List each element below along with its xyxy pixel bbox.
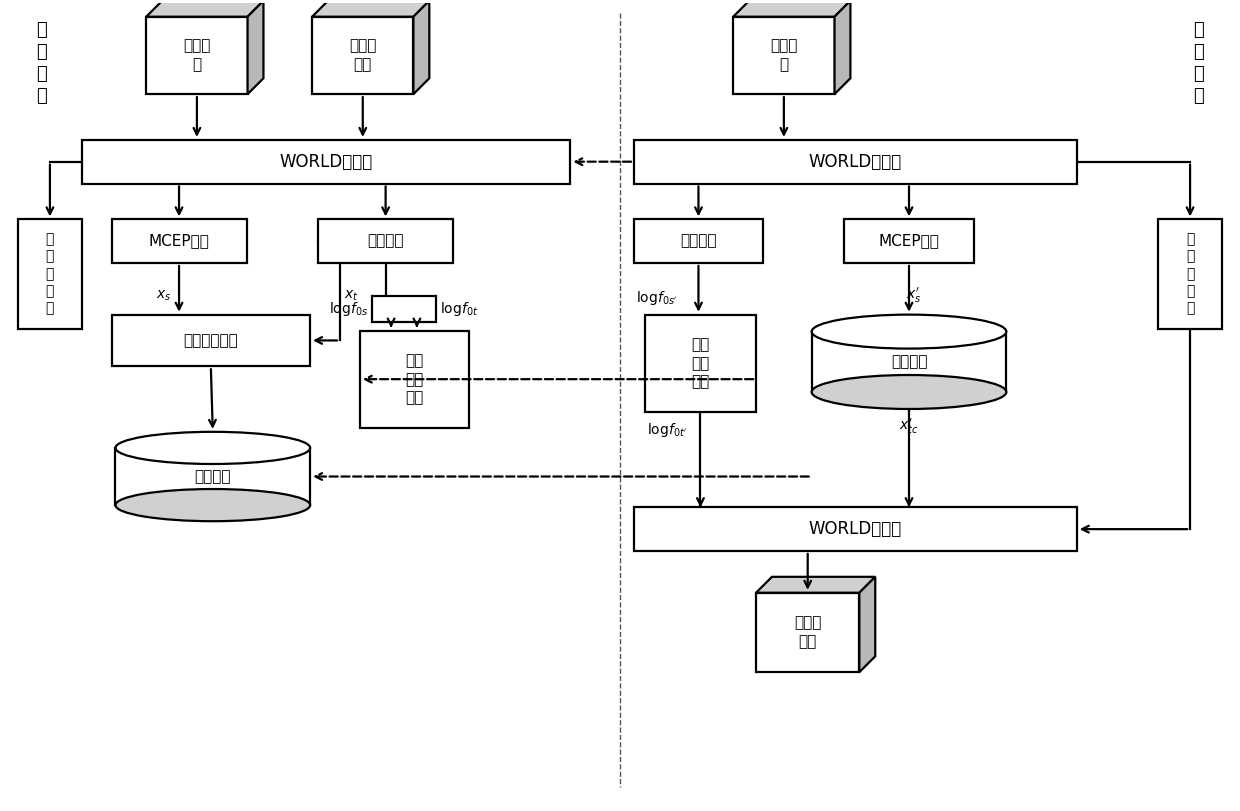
Ellipse shape	[115, 489, 310, 521]
Text: 基频
转换
函数: 基频 转换 函数	[692, 337, 709, 389]
Bar	[634, 219, 763, 263]
Text: WORLD声码器: WORLD声码器	[808, 520, 901, 539]
Text: $\mathrm{log}f_{0t'}$: $\mathrm{log}f_{0t'}$	[647, 421, 687, 439]
Bar	[645, 315, 756, 412]
Bar	[112, 219, 247, 263]
Bar	[756, 593, 859, 672]
Text: 基频特征: 基频特征	[367, 234, 404, 249]
Bar	[634, 139, 1076, 183]
Text: $\mathrm{log}f_{0s'}$: $\mathrm{log}f_{0s'}$	[636, 289, 677, 307]
Polygon shape	[248, 1, 263, 94]
Bar	[372, 296, 436, 322]
Text: $x_s'$: $x_s'$	[906, 286, 921, 306]
Text: 源说话
人: 源说话 人	[184, 39, 211, 72]
Bar	[812, 332, 1007, 392]
Text: 转
换
阶
段: 转 换 阶 段	[1193, 20, 1203, 105]
Text: $x_t$: $x_t$	[343, 289, 358, 303]
Bar	[112, 315, 310, 367]
Polygon shape	[146, 1, 263, 17]
Bar	[115, 448, 310, 505]
Text: $x_{tc}'$: $x_{tc}'$	[899, 417, 919, 436]
Bar	[312, 17, 413, 94]
Text: 目标说
话人: 目标说 话人	[350, 39, 377, 72]
Polygon shape	[835, 1, 851, 94]
Polygon shape	[413, 1, 429, 94]
Bar	[360, 331, 469, 428]
Text: 训练转换函数: 训练转换函数	[184, 333, 238, 348]
Text: 训
练
阶
段: 训 练 阶 段	[37, 20, 47, 105]
Text: $\mathrm{log}f_{0t}$: $\mathrm{log}f_{0t}$	[440, 300, 479, 318]
Text: MCEP特征: MCEP特征	[149, 234, 210, 249]
Ellipse shape	[812, 315, 1007, 349]
Bar	[82, 139, 570, 183]
Polygon shape	[859, 577, 875, 672]
Text: 基频
转换
函数: 基频 转换 函数	[405, 353, 424, 406]
Text: 转换函数: 转换函数	[890, 354, 928, 369]
Text: 非
周
期
特
征: 非 周 期 特 征	[46, 232, 55, 315]
Bar	[1158, 219, 1221, 328]
Polygon shape	[733, 1, 851, 17]
Text: 基频特征: 基频特征	[681, 234, 717, 249]
Text: 源说话
人: 源说话 人	[770, 39, 797, 72]
Bar	[19, 219, 82, 328]
Bar	[634, 508, 1076, 551]
Text: 转换后
语音: 转换后 语音	[794, 616, 821, 650]
Bar	[319, 219, 453, 263]
Bar	[146, 17, 248, 94]
Bar	[733, 17, 835, 94]
Text: WORLD声码器: WORLD声码器	[279, 152, 373, 170]
Text: $x_s$: $x_s$	[156, 289, 172, 303]
Text: 转换模型: 转换模型	[195, 469, 231, 484]
Ellipse shape	[115, 431, 310, 464]
Bar	[844, 219, 973, 263]
Text: WORLD声码器: WORLD声码器	[808, 152, 901, 170]
Text: $\mathrm{log}f_{0s}$: $\mathrm{log}f_{0s}$	[329, 300, 368, 318]
Polygon shape	[312, 1, 429, 17]
Text: 非
周
期
特
征: 非 周 期 特 征	[1185, 232, 1194, 315]
Ellipse shape	[812, 375, 1007, 409]
Text: MCEP特征: MCEP特征	[879, 234, 940, 249]
Polygon shape	[756, 577, 875, 593]
